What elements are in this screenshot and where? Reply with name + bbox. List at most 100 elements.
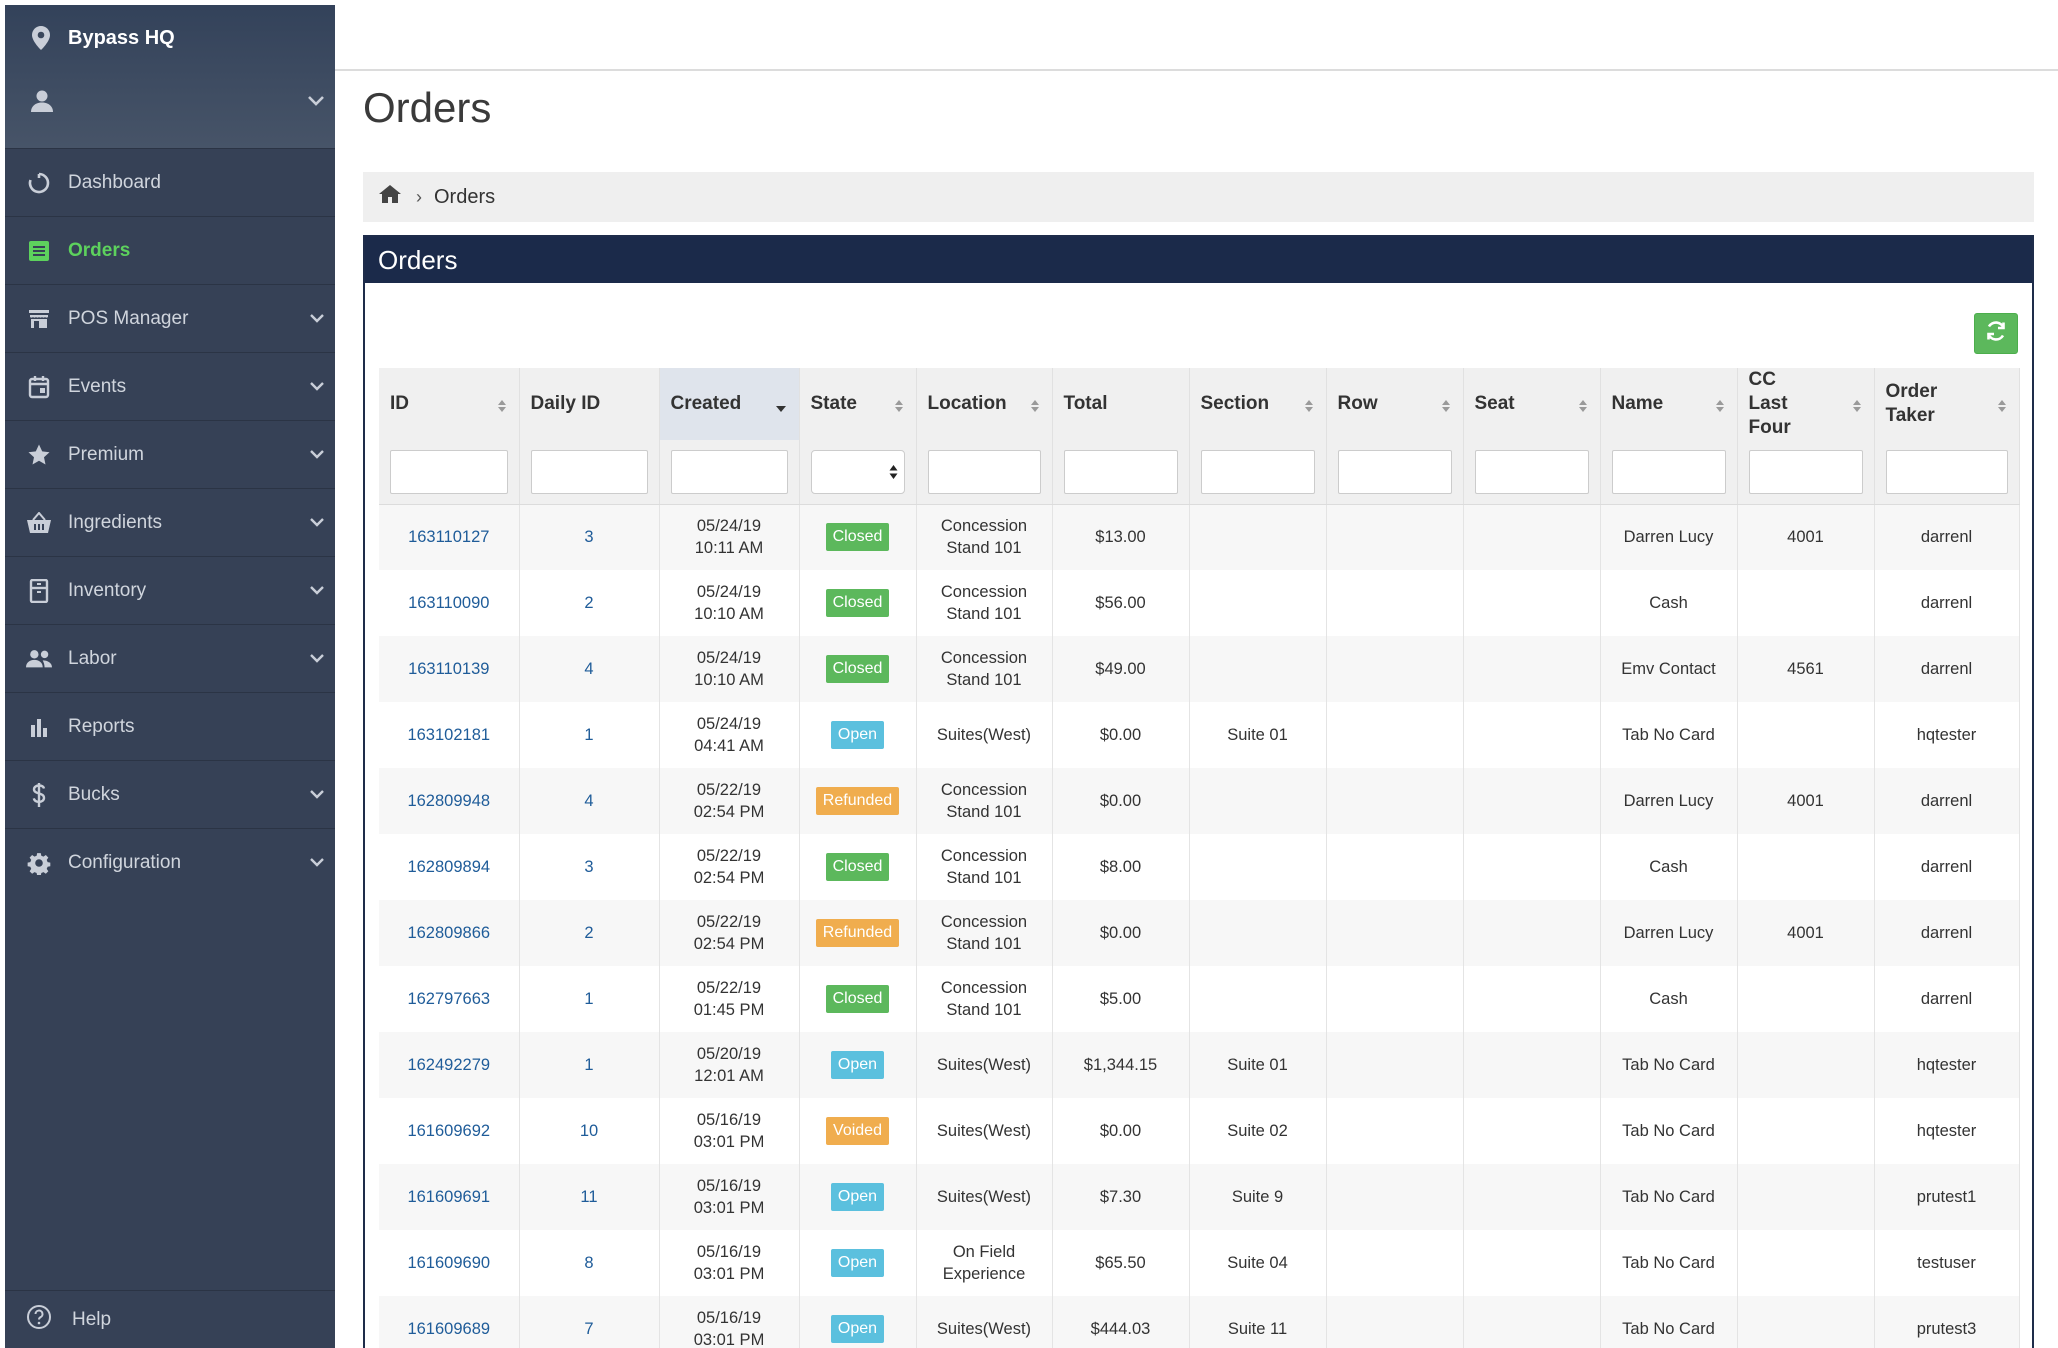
daily-id-link[interactable]: 3 bbox=[584, 528, 594, 547]
table-row[interactable]: 162492279 1 05/20/19 12:01 AM Open Suites(We… bbox=[379, 1032, 2020, 1098]
column-header-seat[interactable]: Seat bbox=[1463, 368, 1601, 440]
created-text: 05/22/19 02:54 PM bbox=[693, 781, 765, 821]
refresh-button[interactable] bbox=[1974, 313, 2018, 354]
sidebar-item-configuration[interactable]: Configuration bbox=[5, 828, 335, 896]
column-header-section[interactable]: Section bbox=[1189, 368, 1327, 440]
brand-name: Bypass HQ bbox=[68, 26, 175, 49]
column-header-cc-last-four[interactable]: CC Last Four bbox=[1737, 368, 1875, 440]
sidebar-item-orders[interactable]: Orders bbox=[5, 216, 335, 284]
cell-row bbox=[1326, 966, 1464, 1032]
table-row[interactable]: 163110127 3 05/24/19 10:11 AM Closed Concess… bbox=[379, 504, 2020, 570]
table-row[interactable]: 163110139 4 05/24/19 10:10 AM Closed Concess… bbox=[379, 636, 2020, 702]
table-row[interactable]: 163110090 2 05/24/19 10:10 AM Closed Concess… bbox=[379, 570, 2020, 636]
order-id-link[interactable]: 162809894 bbox=[407, 858, 491, 876]
daily-id-link[interactable]: 1 bbox=[584, 726, 594, 744]
table-row[interactable]: 162809866 2 05/22/19 02:54 PM Refunded Conce… bbox=[379, 900, 2020, 966]
daily-id-link[interactable]: 10 bbox=[579, 1122, 599, 1140]
sidebar-item-labor[interactable]: Labor bbox=[5, 624, 335, 692]
column-header-order-taker[interactable]: Order Taker bbox=[1874, 368, 2020, 440]
column-label: Total bbox=[1063, 393, 1108, 414]
created-text: 05/16/19 03:01 PM bbox=[693, 1111, 765, 1151]
filter-row-input[interactable] bbox=[1337, 449, 1452, 494]
filter-section-input[interactable] bbox=[1200, 449, 1315, 494]
order-id-link[interactable]: 163110139 bbox=[408, 660, 490, 678]
table-row[interactable]: 161609691 11 05/16/19 03:01 PM Open Suites(W… bbox=[379, 1164, 2020, 1230]
daily-id-link[interactable]: 11 bbox=[580, 1188, 598, 1206]
daily-id-link[interactable]: 3 bbox=[584, 858, 594, 876]
sidebar-item-help[interactable]: Help bbox=[5, 1290, 335, 1348]
daily-id-link[interactable]: 2 bbox=[584, 924, 594, 942]
sidebar-item-reports[interactable]: Reports bbox=[5, 692, 335, 760]
table-row[interactable]: 162809894 3 05/22/19 02:54 PM Closed Concess… bbox=[379, 834, 2020, 900]
order-id-link[interactable]: 162809948 bbox=[407, 792, 491, 810]
order-id-link[interactable]: 161609692 bbox=[407, 1122, 491, 1140]
column-header-location[interactable]: Location bbox=[916, 368, 1053, 440]
filter-location-input[interactable] bbox=[927, 449, 1041, 494]
column-header-name[interactable]: Name bbox=[1600, 368, 1738, 440]
column-header-state[interactable]: State bbox=[799, 368, 917, 440]
filter-order-taker-input[interactable] bbox=[1885, 449, 2008, 494]
filter-seat-input[interactable] bbox=[1474, 449, 1589, 494]
daily-id-link[interactable]: 2 bbox=[584, 594, 594, 612]
order-id-link[interactable]: 162797663 bbox=[407, 990, 491, 1008]
order-id-link[interactable]: 161609689 bbox=[407, 1320, 491, 1338]
table-row[interactable]: 161609692 10 05/16/19 03:01 PM Voided Suites… bbox=[379, 1098, 2020, 1164]
column-header-id[interactable]: ID bbox=[379, 368, 520, 440]
home-icon[interactable] bbox=[378, 184, 402, 210]
cell-section bbox=[1189, 768, 1327, 834]
order-id-link[interactable]: 162809866 bbox=[407, 924, 491, 942]
filter-cc-last-four-input[interactable] bbox=[1748, 449, 1863, 494]
sidebar-item-ingredients[interactable]: Ingredients bbox=[5, 488, 335, 556]
table-row[interactable]: 162797663 1 05/22/19 01:45 PM Closed Concess… bbox=[379, 966, 2020, 1032]
order-id-link[interactable]: 162492279 bbox=[407, 1056, 491, 1074]
table-row[interactable]: 162809948 4 05/22/19 02:54 PM Refunded Conce… bbox=[379, 768, 2020, 834]
sidebar-item-events[interactable]: Events bbox=[5, 352, 335, 420]
daily-id-link[interactable]: 8 bbox=[584, 1254, 594, 1272]
cell-created: 05/20/19 12:01 AM bbox=[659, 1032, 800, 1098]
cell-seat bbox=[1463, 768, 1601, 834]
sidebar-item-dashboard[interactable]: Dashboard bbox=[5, 148, 335, 216]
column-header-row[interactable]: Row bbox=[1326, 368, 1464, 440]
daily-id-link[interactable]: 4 bbox=[584, 660, 594, 678]
filter-total-input[interactable] bbox=[1063, 449, 1178, 494]
filter-name-input[interactable] bbox=[1611, 449, 1726, 494]
column-header-daily-id[interactable]: Daily ID bbox=[519, 368, 660, 440]
cell-seat bbox=[1463, 1164, 1601, 1230]
chevron-down-icon bbox=[309, 379, 325, 397]
cell-total: $8.00 bbox=[1052, 834, 1190, 900]
table-row[interactable]: 163102181 1 05/24/19 04:41 AM Open Suites(We… bbox=[379, 702, 2020, 768]
filter-state-select[interactable] bbox=[810, 449, 905, 494]
filter-id-input[interactable] bbox=[390, 449, 508, 494]
column-header-created[interactable]: Created bbox=[659, 368, 800, 440]
page-title: Orders bbox=[363, 84, 492, 131]
sidebar-item-bucks[interactable]: Bucks bbox=[5, 760, 335, 828]
daily-id-link[interactable]: 1 bbox=[584, 990, 594, 1008]
table-row[interactable]: 161609690 8 05/16/19 03:01 PM Open On Field … bbox=[379, 1230, 2020, 1296]
location-text: Suites(West) bbox=[936, 726, 1032, 744]
filter-created-input[interactable] bbox=[670, 449, 788, 494]
column-label: ID bbox=[390, 393, 409, 414]
order-id-link[interactable]: 161609690 bbox=[407, 1254, 491, 1272]
sidebar-item-pos-manager[interactable]: POS Manager bbox=[5, 284, 335, 352]
column-header-total[interactable]: Total bbox=[1052, 368, 1190, 440]
chevron-down-icon[interactable] bbox=[307, 94, 325, 112]
order-id-link[interactable]: 161609691 bbox=[407, 1188, 491, 1206]
brand[interactable]: Bypass HQ bbox=[30, 23, 175, 53]
cell-state: Closed bbox=[799, 966, 917, 1032]
daily-id-link[interactable]: 7 bbox=[584, 1320, 594, 1338]
filter-daily-id-input[interactable] bbox=[530, 449, 648, 494]
cell-order-taker: hqtester bbox=[1874, 1098, 2020, 1164]
order-id-link[interactable]: 163110090 bbox=[408, 594, 490, 612]
sidebar-item-premium[interactable]: Premium bbox=[5, 420, 335, 488]
sidebar-item-inventory[interactable]: Inventory bbox=[5, 556, 335, 624]
cell-name: Darren Lucy bbox=[1600, 768, 1738, 834]
daily-id-link[interactable]: 1 bbox=[584, 1056, 594, 1074]
cell-state: Refunded bbox=[799, 900, 917, 966]
table-row[interactable]: 161609689 7 05/16/19 03:01 PM Open Suites(We… bbox=[379, 1296, 2020, 1348]
status-badge: Closed bbox=[825, 655, 890, 683]
filter-cell bbox=[1600, 440, 1738, 505]
order-id-link[interactable]: 163102181 bbox=[407, 726, 491, 744]
user-menu[interactable] bbox=[30, 85, 325, 121]
daily-id-link[interactable]: 4 bbox=[584, 792, 594, 810]
order-id-link[interactable]: 163110127 bbox=[408, 528, 490, 547]
